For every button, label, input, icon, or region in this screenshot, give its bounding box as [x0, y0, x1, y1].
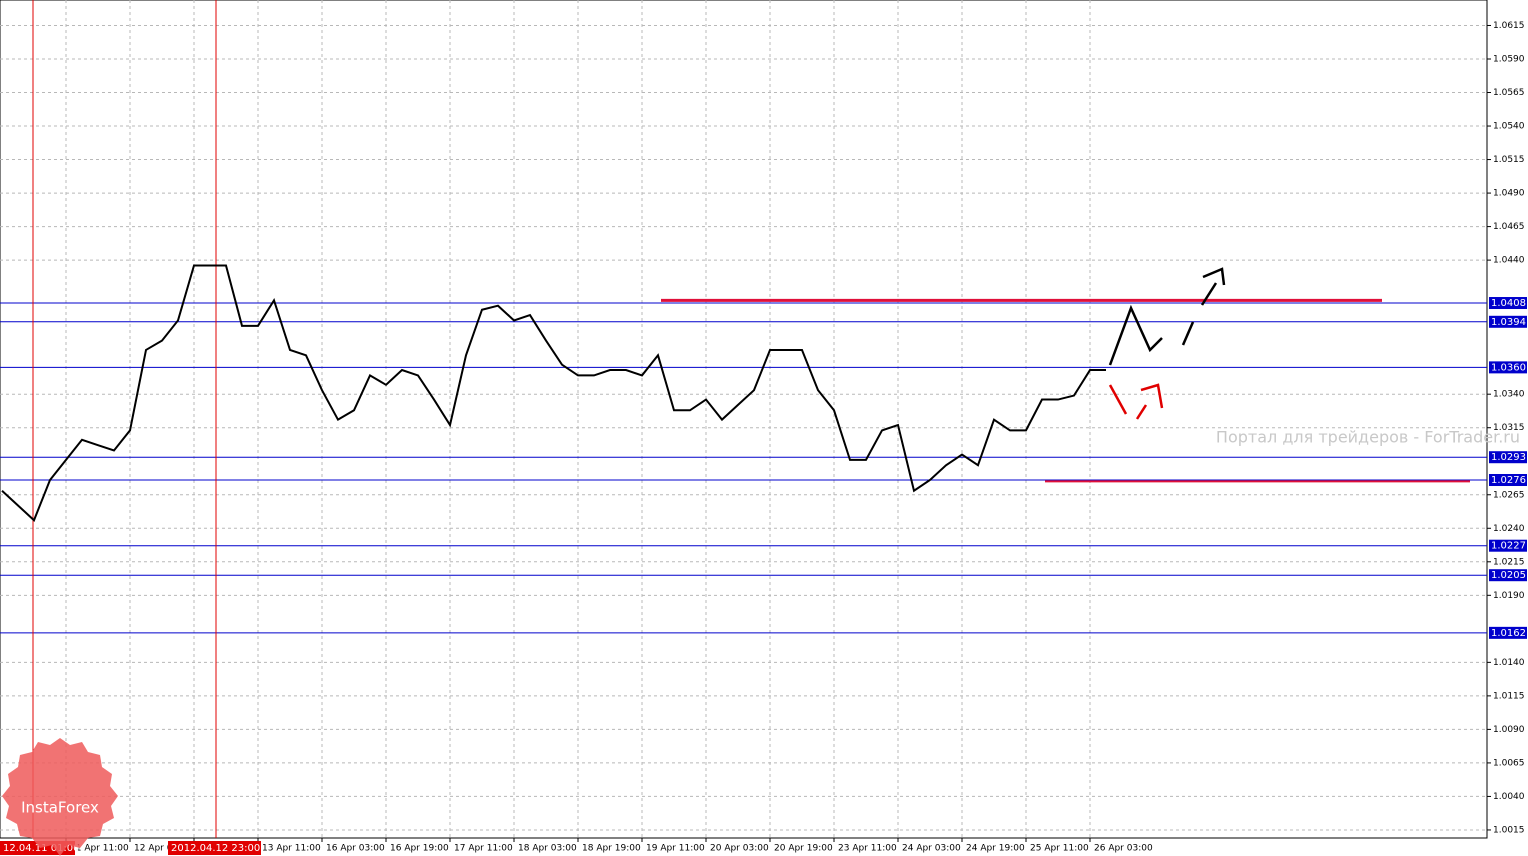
x-tick-label: 17 Apr 11:00	[454, 844, 513, 854]
y-tick-label: 1.0190	[1493, 591, 1525, 601]
x-tick-label: 20 Apr 03:00	[710, 844, 769, 854]
x-tick-label: 25 Apr 11:00	[1030, 844, 1089, 854]
y-tick-label: 1.0040	[1493, 792, 1525, 802]
level-label: 1.0293	[1491, 452, 1526, 463]
y-tick-label: 1.0115	[1493, 691, 1525, 701]
x-tick-label: 24 Apr 19:00	[966, 844, 1025, 854]
forecast-arrow	[1200, 267, 1226, 306]
y-tick-label: 1.0240	[1493, 524, 1525, 534]
x-tick-label: 19 Apr 11:00	[646, 844, 705, 854]
level-box	[1489, 539, 1527, 552]
x-tick-label: 20 Apr 19:00	[774, 844, 833, 854]
level-box	[1489, 315, 1527, 328]
y-tick-label: 1.0615	[1493, 21, 1525, 31]
level-box	[1489, 569, 1527, 582]
level-box	[1489, 361, 1527, 374]
vertical-line-box	[168, 841, 261, 855]
x-tick-label: 18 Apr 19:00	[582, 844, 641, 854]
x-tick-label: 16 Apr 19:00	[390, 844, 449, 854]
logo: InstaForex	[2, 738, 118, 856]
vertical-line-label: 12.04.11 01:00	[3, 843, 80, 854]
level-box	[1489, 451, 1527, 464]
y-tick-label: 1.0015	[1493, 825, 1525, 835]
forecast-arrow	[1135, 383, 1164, 420]
forecast-arrow	[1181, 321, 1195, 346]
level-label: 1.0394	[1491, 317, 1526, 328]
y-tick-label: 1.0465	[1493, 222, 1525, 232]
level-label: 1.0162	[1491, 628, 1526, 639]
watermark: Портал для трейдеров - ForTrader.ru	[1216, 428, 1520, 447]
y-tick-label: 1.0265	[1493, 490, 1525, 500]
y-tick-label: 1.0565	[1493, 88, 1525, 98]
y-tick-label: 1.0140	[1493, 658, 1525, 668]
x-tick-label: 16 Apr 03:00	[326, 844, 385, 854]
y-tick-label: 1.0540	[1493, 122, 1525, 132]
x-tick-label: 11 Apr 11:00	[70, 844, 129, 854]
level-box	[1489, 474, 1527, 487]
y-tick-label: 1.0440	[1493, 256, 1525, 266]
logo-text: InstaForex	[21, 799, 99, 817]
y-tick-label: 1.0065	[1493, 758, 1525, 768]
level-label: 1.0227	[1491, 541, 1526, 552]
level-label: 1.0276	[1491, 475, 1526, 486]
plot-area	[0, 0, 1488, 839]
y-tick-label: 1.0590	[1493, 54, 1525, 64]
y-tick-label: 1.0515	[1493, 155, 1525, 165]
forecast-arrow	[1108, 384, 1128, 415]
level-label: 1.0408	[1491, 298, 1526, 309]
price-line	[1, 264, 1106, 522]
level-box	[1489, 626, 1527, 639]
forecast-arrow	[1108, 304, 1163, 366]
y-tick-label: 1.0490	[1493, 189, 1525, 199]
y-tick-label: 1.0090	[1493, 725, 1525, 735]
x-tick-label: 23 Apr 11:00	[838, 844, 897, 854]
x-tick-label: 12 Apr 03:00	[134, 844, 193, 854]
y-tick-label: 1.0215	[1493, 557, 1525, 567]
level-box	[1489, 297, 1527, 310]
x-tick-label: 24 Apr 03:00	[902, 844, 961, 854]
logo-badge	[2, 738, 118, 856]
x-tick-label: 18 Apr 03:00	[518, 844, 577, 854]
y-tick-label: 1.0340	[1493, 390, 1525, 400]
vertical-line-label: 2012.04.12 23:00	[171, 843, 260, 854]
level-label: 1.0205	[1491, 570, 1526, 581]
level-label: 1.0360	[1491, 362, 1526, 373]
y-tick-label: 1.0315	[1493, 423, 1525, 433]
x-tick-label: 13 Apr 11:00	[262, 844, 321, 854]
x-tick-label: 26 Apr 03:00	[1094, 844, 1153, 854]
